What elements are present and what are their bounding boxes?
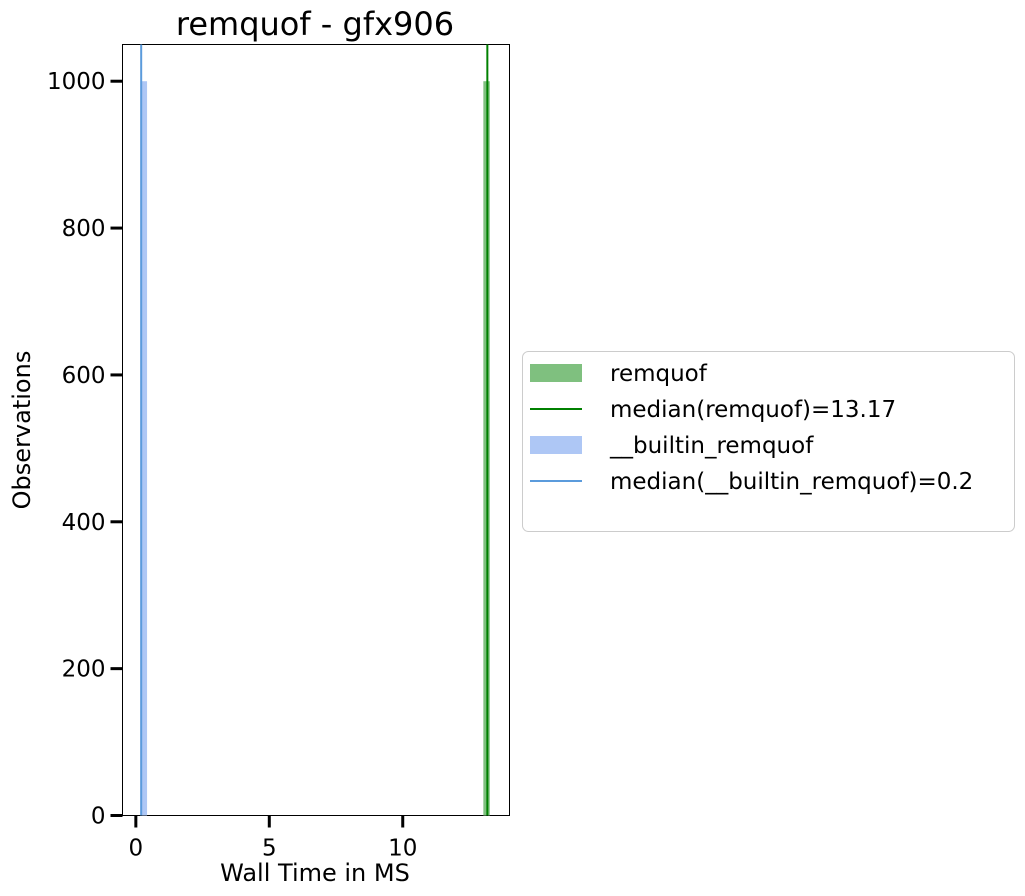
legend-label: median(remquof)=13.17 [610, 397, 896, 423]
y-axis-label: Observations [8, 351, 36, 510]
x-tick-label: 10 [388, 836, 417, 862]
histogram-bar [140, 81, 148, 816]
plot-area [122, 44, 510, 816]
y-tick-label: 200 [62, 657, 106, 683]
legend-swatch [530, 436, 582, 454]
legend-box [522, 351, 1015, 532]
x-tick-label: 5 [262, 836, 277, 862]
chart-title: remquof - gfx906 [176, 5, 454, 43]
plot-frame [122, 44, 510, 816]
legend-label: median(__builtin_remquof)=0.2 [610, 469, 973, 495]
y-tick-label: 800 [62, 216, 106, 242]
y-tick-label: 0 [91, 804, 106, 830]
x-axis-label: Wall Time in MS [220, 859, 410, 887]
y-tick-label: 600 [62, 363, 106, 389]
legend-swatch [530, 364, 582, 382]
y-tick-label: 400 [62, 510, 106, 536]
histogram-bars [140, 81, 490, 816]
legend-label: __builtin_remquof [609, 433, 814, 459]
y-axis: 0 200 400 600 800 1000 [47, 69, 123, 830]
median-lines [140, 44, 489, 816]
x-axis: 0 5 10 [129, 815, 417, 862]
y-tick-label: 1000 [47, 69, 106, 95]
x-tick-label: 0 [129, 836, 144, 862]
legend-label: remquof [610, 361, 708, 387]
legend: remquof median(remquof)=13.17 __builtin_re… [522, 351, 1015, 532]
